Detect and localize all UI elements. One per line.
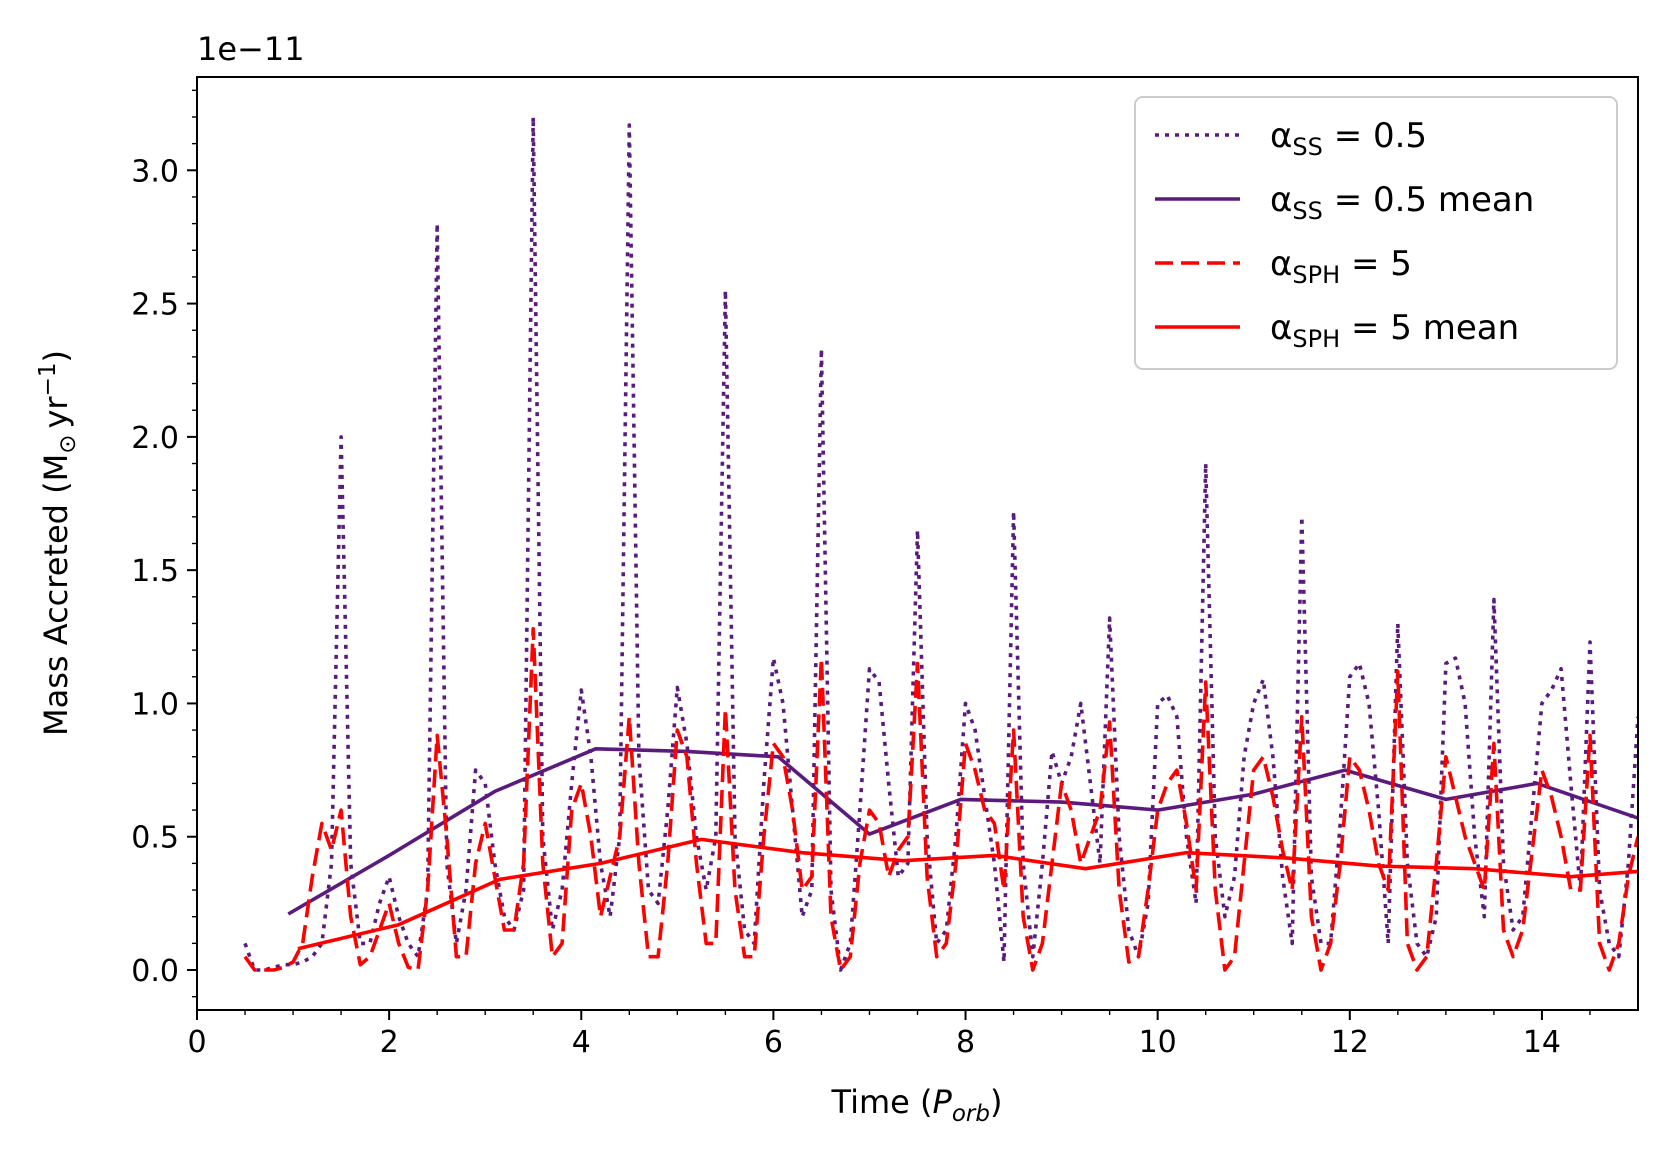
x-tick-label: 12 bbox=[1331, 1025, 1369, 1060]
y-axis-label: Mass Accreted (M⊙ yr−1) bbox=[35, 350, 81, 736]
legend-label-1: αSS = 0.5 mean bbox=[1270, 180, 1534, 225]
legend-label-greek: α bbox=[1270, 116, 1292, 156]
y-axis-label-mid: yr bbox=[37, 396, 75, 429]
axis-offset-label: 1e−11 bbox=[197, 30, 305, 68]
legend-label-sub: SPH bbox=[1292, 325, 1340, 353]
y-tick-label: 1.5 bbox=[131, 554, 179, 589]
series-line-2 bbox=[243, 626, 1638, 972]
legend-label-greek: α bbox=[1270, 308, 1292, 348]
y-tick-label: 2.5 bbox=[131, 288, 179, 323]
legend-box bbox=[1134, 96, 1618, 370]
x-tick-label: 0 bbox=[187, 1025, 206, 1060]
legend-label-greek: α bbox=[1270, 180, 1292, 220]
legend-label-rest: = 5 bbox=[1340, 244, 1412, 284]
legend-label-sub: SS bbox=[1292, 133, 1322, 161]
y-axis-ticks: 0.0 0.5 1.0 1.5 2.0 2.5 3.0 bbox=[131, 89, 197, 998]
legend-label-rest: = 0.5 mean bbox=[1323, 180, 1534, 220]
x-tick-label: 6 bbox=[764, 1025, 783, 1060]
y-tick-label: 1.0 bbox=[131, 687, 179, 722]
legend-label-rest: = 0.5 bbox=[1323, 116, 1427, 156]
x-axis-label-suffix: ) bbox=[990, 1083, 1002, 1121]
x-axis-label-var: P bbox=[933, 1083, 953, 1121]
x-tick-label: 4 bbox=[572, 1025, 591, 1060]
legend-label-greek: α bbox=[1270, 244, 1292, 284]
x-tick-label: 8 bbox=[956, 1025, 975, 1060]
series-line-3 bbox=[297, 837, 1638, 951]
legend-label-sub: SS bbox=[1292, 197, 1322, 225]
plot-frame bbox=[196, 76, 1639, 1011]
x-axis-label: Time (Porb) bbox=[831, 1083, 1003, 1127]
y-axis-label-suffix: ) bbox=[37, 350, 75, 362]
y-axis-label-text: Mass Accreted (M bbox=[37, 454, 75, 736]
x-tick-label: 2 bbox=[380, 1025, 399, 1060]
series-line-0 bbox=[243, 115, 1638, 972]
y-tick-label: 0.0 bbox=[131, 954, 179, 989]
y-axis-label-sup: −1 bbox=[35, 363, 61, 397]
series-layer bbox=[243, 115, 1638, 972]
legend-label-0: αSS = 0.5 bbox=[1270, 116, 1427, 161]
x-axis-label-sub: orb bbox=[952, 1101, 990, 1127]
y-axis-label-sub: ⊙ bbox=[55, 435, 81, 454]
x-tick-label: 14 bbox=[1523, 1025, 1561, 1060]
y-tick-label: 3.0 bbox=[131, 154, 179, 189]
legend-label-sub: SPH bbox=[1292, 261, 1340, 289]
y-tick-label: 2.0 bbox=[131, 421, 179, 456]
legend-label-3: αSPH = 5 mean bbox=[1270, 308, 1519, 353]
x-axis-label-prefix: Time ( bbox=[831, 1083, 933, 1121]
legend-label-rest: = 5 mean bbox=[1340, 308, 1519, 348]
x-tick-label: 10 bbox=[1139, 1025, 1177, 1060]
y-tick-label: 0.5 bbox=[131, 821, 179, 856]
x-axis-ticks: 0 2 4 6 8 10 12 14 bbox=[187, 1010, 1591, 1060]
legend-label-2: αSPH = 5 bbox=[1270, 244, 1412, 289]
